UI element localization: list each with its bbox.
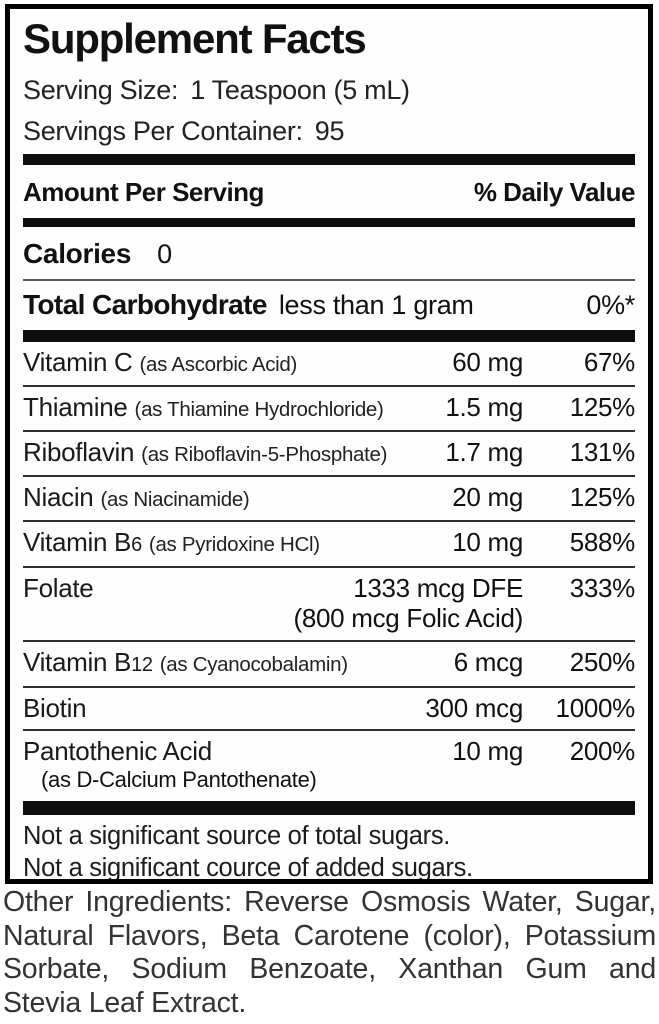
nutrient-row-pantothenic-acid: Pantothenic Acid 10 mg 200% (as D-Calciu… [23,729,635,799]
nutrient-name: Thiamine [23,392,128,422]
nutrient-name: Vitamin B [23,527,132,557]
panel-title: Supplement Facts [23,15,367,62]
nutrient-row-vitamin-b12: Vitamin B 12 (as Cyanocobalamin) 6 mcg 2… [23,640,635,686]
nutrient-note: (as Pyridoxine HCl) [148,533,320,556]
divider-thick-1 [23,154,635,165]
nutrient-dv: 131% [569,437,636,467]
nutrient-amount: 20 mg [452,482,523,512]
nutrient-name: Niacin [23,482,94,512]
servings-per-container-row: Servings Per Container: 95 [23,116,635,146]
nutrient-note: (as Thiamine Hydrochloride) [134,398,384,421]
nutrient-row-thiamine: Thiamine (as Thiamine Hydrochloride) 1.5… [23,385,635,430]
column-header-row: Amount Per Serving % Daily Value [23,165,636,218]
serving-size-label: Serving Size: [23,75,179,105]
divider-thick-3 [23,330,635,342]
calories-label: Calories [23,238,132,269]
nutrient-row-vitamin-c: Vitamin C (as Ascorbic Acid) 60 mg 67% [23,342,635,385]
nutrient-name: Folate [23,573,94,603]
nutrient-note: (as Niacinamide) [100,488,250,511]
nutrient-amount: 300 mcg [425,693,523,723]
calories-value: 0 [157,239,172,269]
nutrient-dv: 200% [569,736,636,766]
serving-size-row: Serving Size: 1 Teaspoon (5 mL) [23,75,635,105]
nutrient-row-riboflavin: Riboflavin (as Riboflavin-5-Phosphate) 1… [23,430,635,475]
nutrient-note: (as Riboflavin-5-Phosphate) [141,443,388,466]
nutrient-amount: 10 mg [452,736,523,766]
servings-per-container-label: Servings Per Container: [23,116,303,146]
nutrient-dv: 1000% [555,693,636,723]
serving-size-value: 1 Teaspoon (5 mL) [190,75,410,105]
nutrient-name: Vitamin C [23,347,133,377]
pantothenate-source-note: (as D-Calcium Pantothenate) [41,767,317,792]
daily-value-header: % Daily Value [473,177,636,207]
nutrient-dv: 125% [569,392,636,422]
nutrient-amount: 10 mg [452,527,523,557]
nutrient-note: (as Ascorbic Acid) [139,353,298,376]
supplement-facts-panel: Supplement Facts Serving Size: 1 Teaspoon… [5,4,653,884]
nutrient-amount: 6 mcg [453,647,524,677]
nutrient-dv: 250% [569,647,636,677]
footnote-added-sugars: Not a significant cource of added sugars… [23,854,473,882]
nutrient-name-subscript: 12 [131,654,153,676]
nutrient-amount: 1.7 mg [445,437,523,467]
nutrient-row-biotin: Biotin 300 mcg 1000% [23,686,635,729]
folate-secondary-amount: (800 mcg Folic Acid) [293,603,523,633]
servings-per-container-value: 95 [314,116,345,146]
footnote-total-sugars: Not a significant source of total sugars… [23,822,451,850]
divider-thick-2 [23,218,635,227]
nutrient-name: Vitamin B [23,647,132,677]
nutrient-dv: 125% [569,482,636,512]
nutrient-dv: 67% [583,347,635,377]
footnotes: Not a significant source of total sugars… [23,820,635,882]
amount-per-serving-header: Amount Per Serving [23,177,264,207]
nutrient-dv: 588% [569,527,636,557]
nutrient-amount: 60 mg [452,347,523,377]
nutrient-name: Pantothenic Acid [23,736,212,766]
nutrient-name: Biotin [23,693,87,723]
total-carbohydrate-label: Total Carbohydrate [23,289,267,320]
nutrient-name: Riboflavin [23,437,135,467]
total-carbohydrate-amount: less than 1 gram [278,290,474,320]
nutrient-row-folate: Folate 1333 mcg DFE 333% (800 mcg Folic … [23,566,635,640]
nutrient-dv: 333% [569,573,636,603]
nutrient-amount: 1333 mcg DFE [353,573,523,603]
total-carbohydrate-row: Total Carbohydrate less than 1 gram 0%* [23,279,635,330]
total-carbohydrate-dv: 0%* [586,290,635,320]
other-ingredients-text: Other Ingredients: Reverse Osmosis Water… [3,886,656,1019]
nutrient-amount: 1.5 mg [445,392,523,422]
calories-row: Calories 0 [23,227,635,279]
nutrient-row-vitamin-b6: Vitamin B 6 (as Pyridoxine HCl) 10 mg 58… [23,520,635,566]
nutrient-name-subscript: 6 [131,534,142,556]
nutrient-note: (as Cyanocobalamin) [159,653,348,676]
nutrient-row-niacin: Niacin (as Niacinamide) 20 mg 125% [23,475,635,520]
divider-thick-4 [23,801,635,815]
